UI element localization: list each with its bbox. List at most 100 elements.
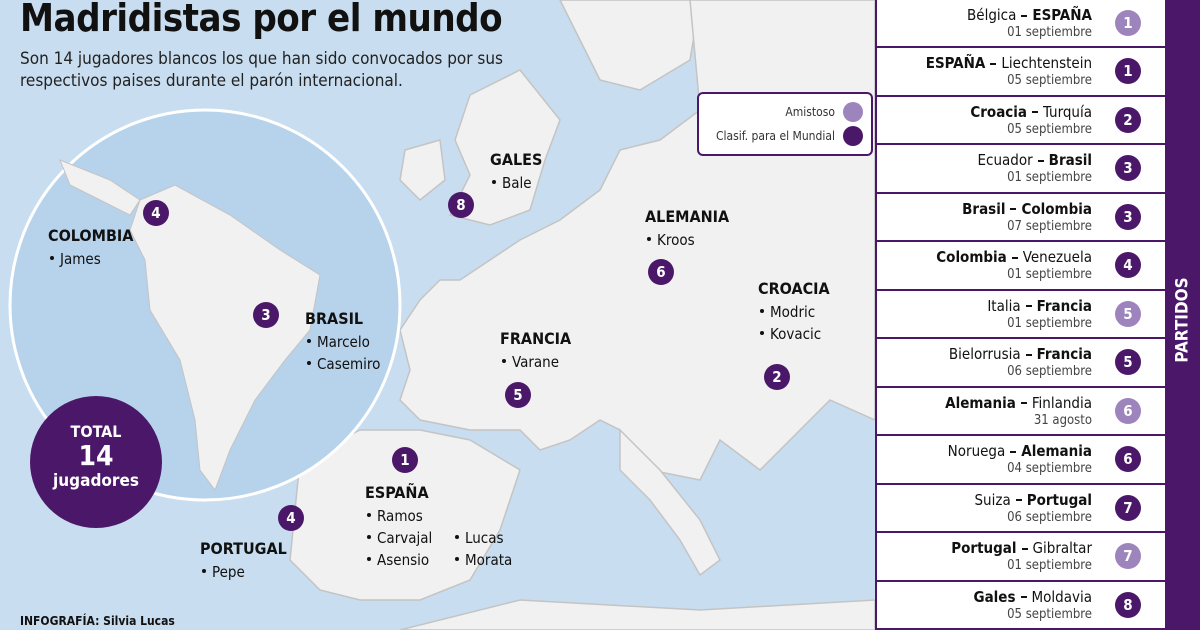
match-number: 5 <box>1115 349 1141 376</box>
match-row: Colombia Venezuela 01 septiembre 4 <box>877 242 1167 291</box>
match-row: Brasil Colombia 07 septiembre 3 <box>877 194 1167 243</box>
legend: Amistoso Clasif. para el Mundial <box>697 92 873 156</box>
player: Marcelo <box>307 331 370 353</box>
match-row: ESPAÑA Liechtenstein 05 septiembre 1 <box>877 48 1167 97</box>
match-teams: Noruega Alemania <box>948 442 1092 460</box>
separator <box>1010 450 1017 453</box>
match-row: Ecuador Brasil 01 septiembre 3 <box>877 145 1167 194</box>
legend-label: Clasif. para el Mundial <box>715 129 835 143</box>
separator <box>1010 208 1017 211</box>
team: Francia <box>1036 345 1092 364</box>
map-marker: 1 <box>392 447 418 473</box>
player-name: Asensio <box>377 551 430 569</box>
team: Venezuela <box>1022 248 1092 267</box>
separator <box>1021 14 1028 17</box>
team: Bélgica <box>967 6 1017 24</box>
match-row: Suiza Portugal 06 septiembre 7 <box>877 485 1167 534</box>
player-name: James <box>60 250 101 268</box>
sidebar <box>1165 0 1200 630</box>
match-row: Noruega Alemania 04 septiembre 6 <box>877 436 1167 485</box>
separator <box>1032 111 1039 114</box>
match-date: 01 septiembre <box>1007 315 1092 331</box>
player-name: Casemiro <box>317 355 381 373</box>
bullet <box>50 256 54 260</box>
total-label: TOTAL <box>70 422 122 441</box>
total-number: 14 <box>78 439 114 472</box>
match-number: 1 <box>1115 58 1141 85</box>
separator <box>1015 499 1022 502</box>
player-name: Modric <box>770 303 816 321</box>
bullet <box>307 361 311 365</box>
match-teams: Alemania Finlandia <box>945 394 1092 412</box>
match-number: 3 <box>1115 155 1141 182</box>
team: Colombia <box>936 248 1007 267</box>
match-number: 2 <box>1115 106 1141 133</box>
match-date: 01 septiembre <box>1007 558 1092 574</box>
ireland <box>399 139 446 202</box>
separator <box>1011 256 1018 259</box>
country-name: GALES <box>490 150 543 169</box>
separator <box>1025 353 1032 356</box>
match-date: 06 septiembre <box>1007 509 1092 525</box>
match-number: 7 <box>1115 494 1141 521</box>
team: Italia <box>987 296 1021 315</box>
bullet <box>455 557 459 561</box>
player: Varane <box>502 351 559 373</box>
team: Noruega <box>947 442 1006 461</box>
match-row: Gales Moldavia 05 septiembre 8 <box>877 582 1167 630</box>
map-marker: 5 <box>505 382 531 408</box>
sidebar-label-box: PARTIDOS <box>1165 230 1200 410</box>
team: Portugal <box>1026 490 1092 509</box>
bullet <box>760 331 764 335</box>
match-teams: ESPAÑA Liechtenstein <box>926 54 1092 72</box>
italy <box>619 428 721 577</box>
team: Portugal <box>951 539 1017 558</box>
map-marker: 8 <box>448 192 474 218</box>
match-teams: Bielorrusia Francia <box>949 345 1092 363</box>
total-unit: jugadores <box>53 471 139 491</box>
map-marker: 3 <box>253 302 279 328</box>
match-teams: Suiza Portugal <box>974 491 1092 509</box>
player-name: Marcelo <box>317 333 370 351</box>
team: Moldavia <box>1031 587 1093 606</box>
player: Asensio <box>367 549 429 571</box>
legend-item: Amistoso <box>785 102 863 122</box>
team: Bielorrusia <box>948 345 1021 364</box>
player-name: Carvajal <box>377 529 433 547</box>
match-teams: Bélgica ESPAÑA <box>967 6 1092 24</box>
country-name: PORTUGAL <box>200 539 287 558</box>
separator <box>1020 402 1027 405</box>
south-america <box>129 184 321 492</box>
player: Carvajal <box>367 527 432 549</box>
map-marker: 6 <box>648 259 674 285</box>
bullet <box>455 535 459 539</box>
match-date: 05 septiembre <box>1007 606 1092 622</box>
match-date: 31 agosto <box>1033 412 1092 428</box>
legend-swatch <box>843 102 863 122</box>
match-teams: Ecuador Brasil <box>978 151 1092 169</box>
team: Alemania <box>945 393 1016 412</box>
match-number: 8 <box>1115 591 1141 618</box>
team: Finlandia <box>1031 393 1092 412</box>
team: Liechtenstein <box>1001 54 1092 73</box>
team: Ecuador <box>977 151 1033 170</box>
country-name: ESPAÑA <box>365 483 429 502</box>
bullet <box>367 513 371 517</box>
britain <box>448 69 561 226</box>
player-name: Morata <box>465 551 513 569</box>
player-name: Lucas <box>465 529 504 547</box>
player: Casemiro <box>307 353 380 375</box>
country-name: BRASIL <box>305 309 364 328</box>
credit: INFOGRAFÍA: Silvia Lucas <box>20 614 175 628</box>
legend-label: Amistoso <box>785 105 835 119</box>
team: Brasil <box>1048 151 1092 170</box>
match-date: 04 septiembre <box>1007 461 1092 477</box>
player: Ramos <box>367 505 423 527</box>
bullet <box>367 557 371 561</box>
player-name: Varane <box>512 353 560 371</box>
country-name: FRANCIA <box>500 329 572 348</box>
match-teams: Italia Francia <box>987 297 1092 315</box>
bullet <box>492 180 496 184</box>
